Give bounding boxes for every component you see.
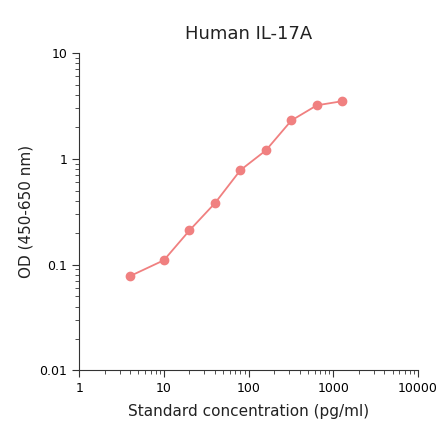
Y-axis label: OD (450-650 nm): OD (450-650 nm) — [19, 145, 34, 278]
Title: Human IL-17A: Human IL-17A — [185, 25, 312, 43]
X-axis label: Standard concentration (pg/ml): Standard concentration (pg/ml) — [128, 404, 369, 419]
